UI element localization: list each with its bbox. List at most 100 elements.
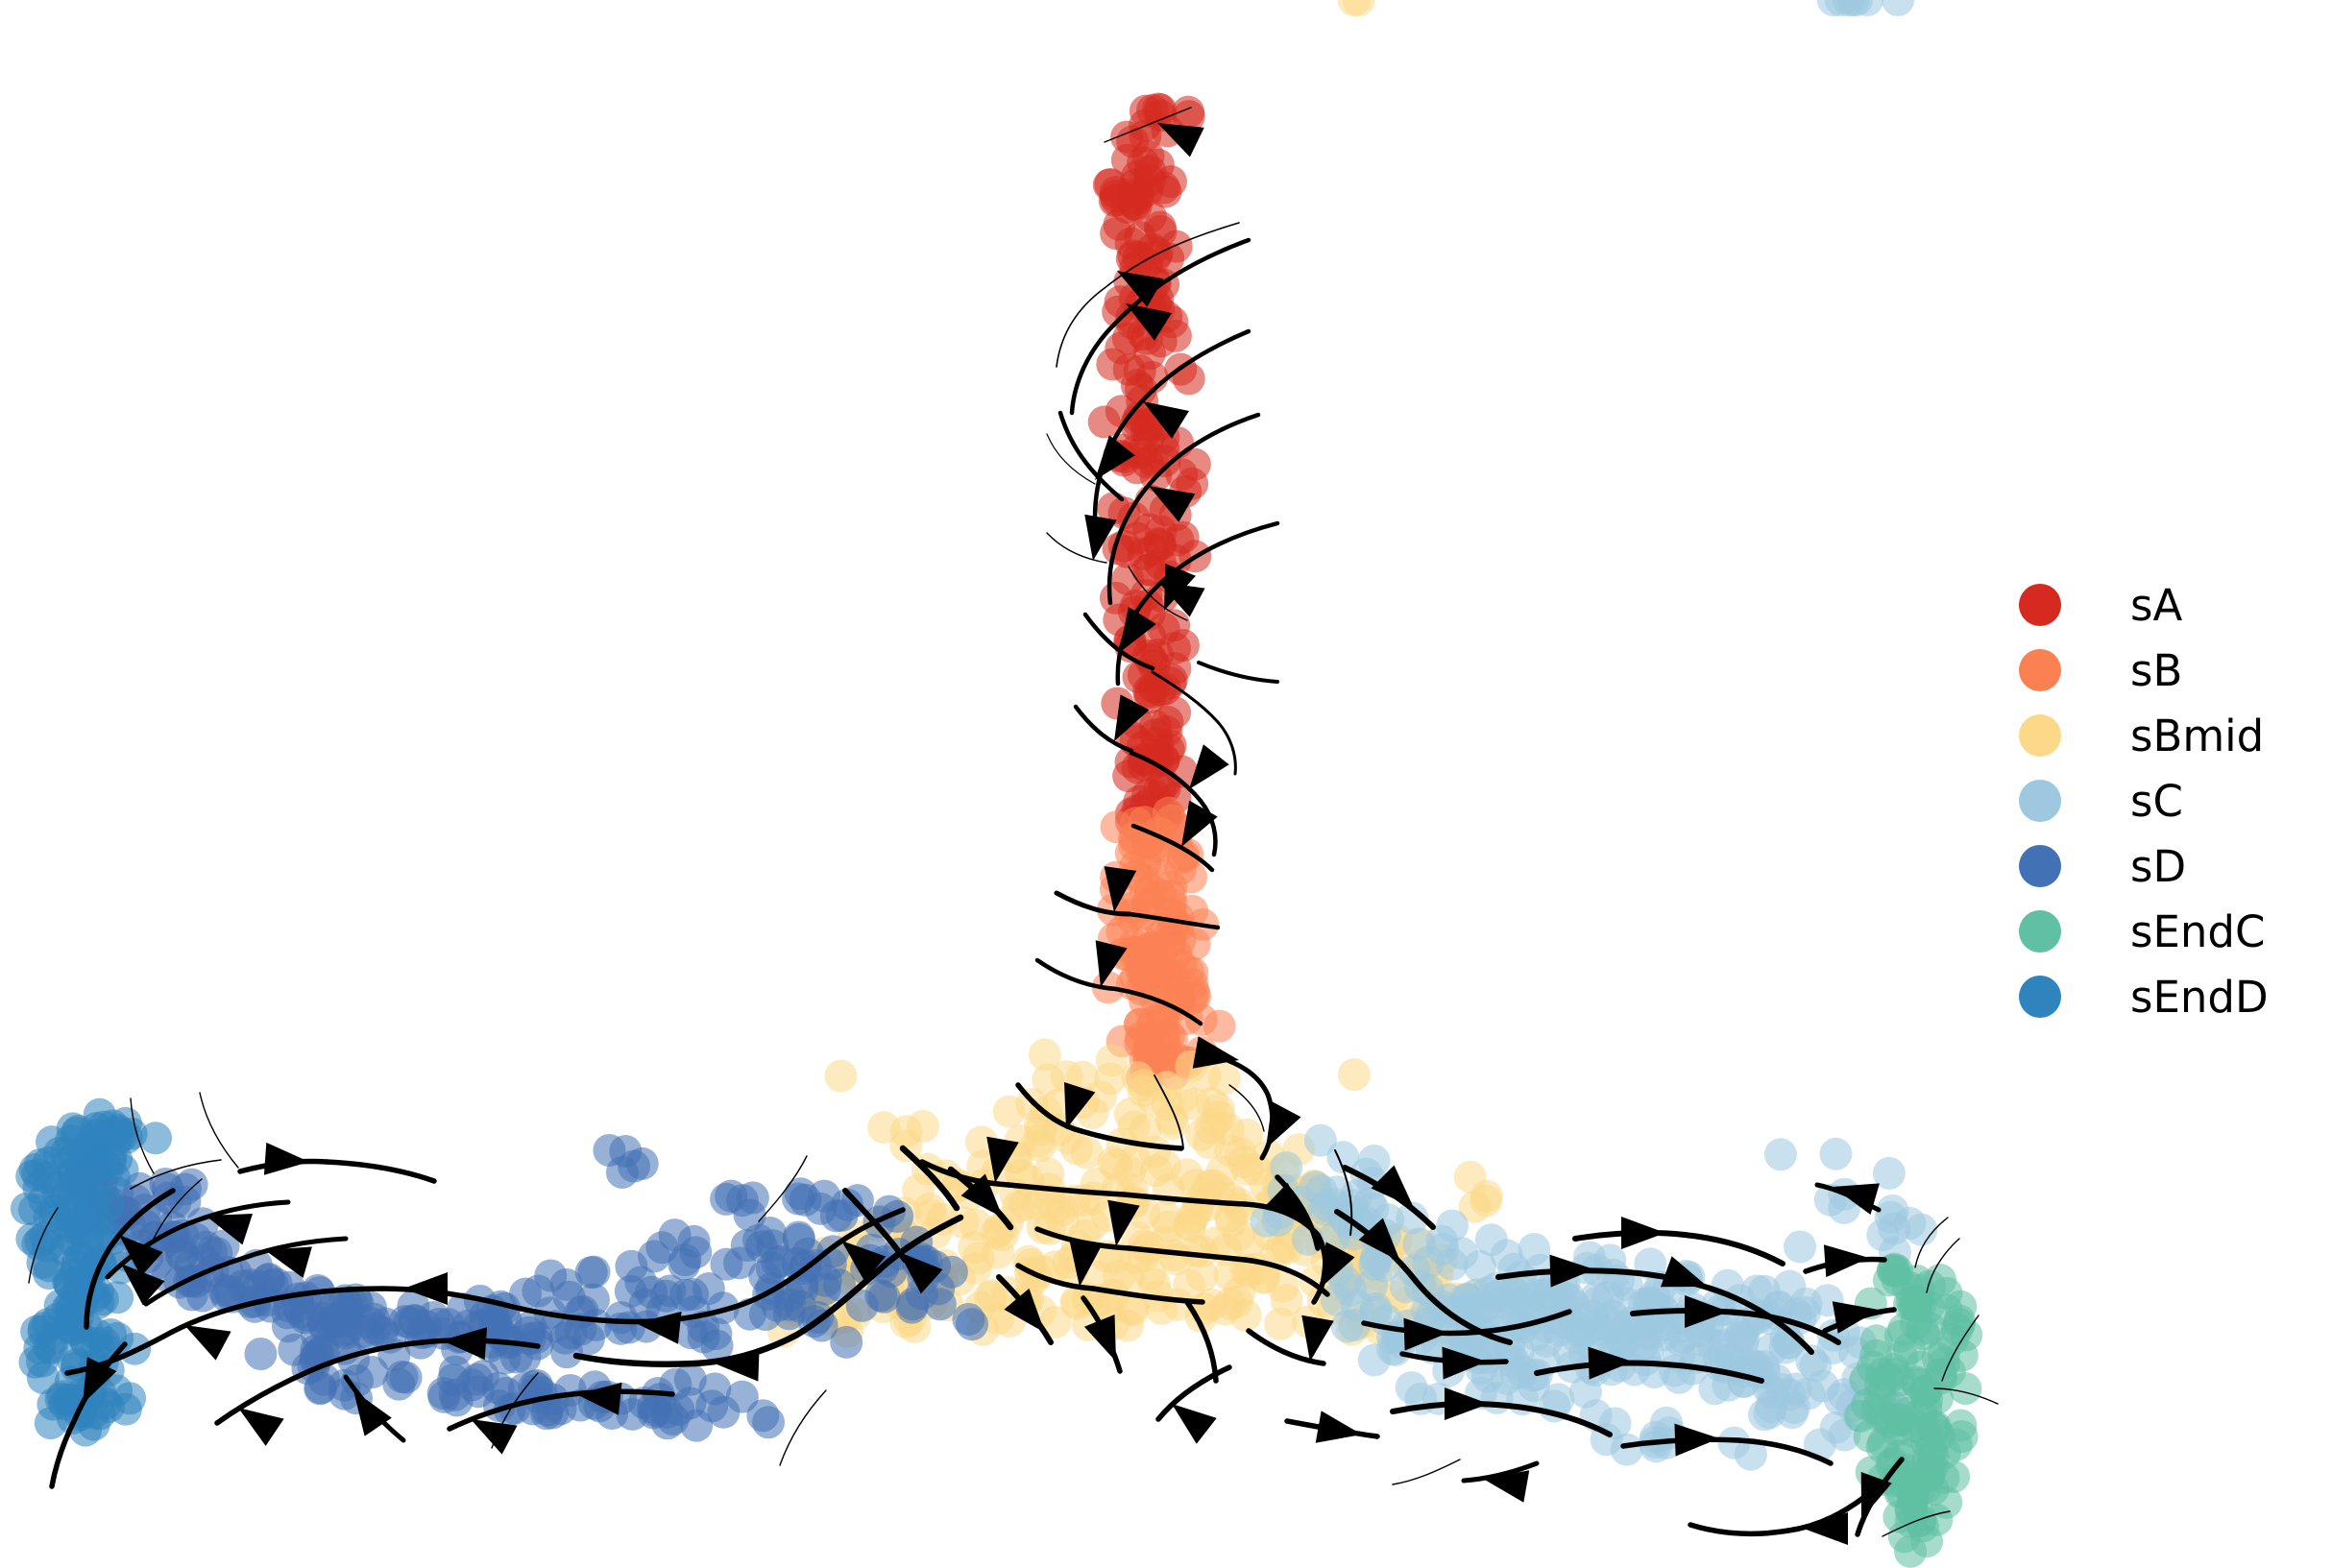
data-point xyxy=(1648,1318,1682,1352)
data-point xyxy=(64,1214,98,1247)
data-point xyxy=(1129,1113,1162,1146)
data-point xyxy=(1178,979,1212,1013)
data-point xyxy=(1118,1144,1152,1177)
data-point xyxy=(867,1111,901,1145)
legend-dot-icon xyxy=(2019,649,2061,691)
data-point xyxy=(1116,1293,1150,1327)
streamline xyxy=(1197,661,1279,684)
velocity-arrowhead xyxy=(1143,401,1190,439)
data-point xyxy=(10,1192,43,1225)
streamline xyxy=(876,1214,964,1273)
data-point xyxy=(1095,1044,1129,1077)
velocity-arrowhead xyxy=(1119,606,1156,653)
velocity-arrowhead xyxy=(1107,1199,1140,1246)
streamline xyxy=(1034,957,1119,992)
data-point xyxy=(956,1308,989,1341)
data-point xyxy=(1117,936,1151,970)
legend-item-sD[interactable]: sD xyxy=(2013,833,2332,899)
data-point xyxy=(1412,1245,1445,1279)
data-point xyxy=(1337,1058,1371,1092)
data-point xyxy=(1112,760,1146,793)
velocity-arrowhead xyxy=(1588,1346,1633,1380)
streamline xyxy=(1046,532,1107,564)
data-point xyxy=(593,1134,626,1168)
velocity-arrowhead xyxy=(986,1136,1019,1183)
data-point xyxy=(981,1236,1014,1269)
legend-item-sC[interactable]: sC xyxy=(2013,768,2332,833)
data-point xyxy=(1925,1362,1958,1395)
data-point xyxy=(1127,1074,1160,1108)
legend-item-sEndD[interactable]: sEndD xyxy=(2013,964,2332,1029)
legend-item-sEndC[interactable]: sEndC xyxy=(2013,899,2332,964)
streamline xyxy=(1914,1217,1949,1268)
data-point xyxy=(509,1277,543,1311)
streamline xyxy=(899,1145,960,1212)
data-point xyxy=(271,1310,304,1343)
streamline xyxy=(1127,1245,1248,1263)
data-point xyxy=(1859,1339,1893,1372)
velocity-arrowhead xyxy=(263,1142,309,1175)
velocity-arrowhead xyxy=(1189,744,1229,789)
streamline xyxy=(1882,1510,1951,1537)
data-point xyxy=(1863,1379,1897,1412)
streamline xyxy=(1151,670,1237,776)
data-point xyxy=(1303,1123,1337,1157)
velocity-arrowhead xyxy=(119,1235,163,1277)
legend-item-sA[interactable]: sA xyxy=(2013,572,2332,638)
streamline xyxy=(1090,1286,1205,1305)
data-point xyxy=(1202,1009,1236,1043)
velocity-arrowhead xyxy=(1084,514,1117,561)
series-sEndC xyxy=(1844,1252,1983,1568)
streamline xyxy=(1046,433,1096,485)
streamline xyxy=(1334,1149,1353,1236)
legend-item-sBmid[interactable]: sBmid xyxy=(2013,703,2332,768)
data-point xyxy=(1330,1310,1364,1343)
velocity-arrowhead xyxy=(1172,1404,1217,1444)
legend-item-sB[interactable]: sB xyxy=(2013,638,2332,703)
data-point xyxy=(982,1302,1015,1336)
velocity-arrowhead xyxy=(238,1408,284,1446)
streamline xyxy=(130,1159,222,1190)
streamline xyxy=(64,1334,166,1376)
data-point xyxy=(1094,167,1128,201)
data-point xyxy=(1882,0,1915,16)
data-point xyxy=(1023,1129,1057,1163)
series-sEndD xyxy=(10,1098,173,1447)
data-point xyxy=(723,1246,757,1280)
velocity-arrowhead xyxy=(1685,1295,1729,1328)
data-point xyxy=(1747,1398,1781,1432)
data-point xyxy=(1133,1257,1167,1291)
streamline xyxy=(324,1159,437,1184)
velocity-arrowhead xyxy=(1192,1036,1239,1069)
velocity-arrowhead xyxy=(184,1325,231,1361)
data-point xyxy=(1883,1439,1916,1473)
velocity-arrowhead xyxy=(1265,1182,1308,1225)
data-point xyxy=(906,1109,939,1143)
data-point xyxy=(710,1182,743,1216)
data-point xyxy=(746,1399,780,1433)
streamline xyxy=(1465,1309,1572,1336)
streamline xyxy=(84,1245,112,1330)
streamline xyxy=(130,1098,155,1174)
legend-dot-icon xyxy=(2019,976,2061,1018)
velocity-arrowhead xyxy=(1084,1314,1116,1362)
legend-item-label: sA xyxy=(2130,579,2183,631)
data-point xyxy=(1011,1164,1045,1197)
streamline xyxy=(447,1393,560,1432)
velocity-arrowhead xyxy=(715,1348,760,1382)
data-point xyxy=(1410,1293,1444,1327)
data-point xyxy=(1649,1406,1683,1439)
data-point xyxy=(1530,1324,1564,1358)
velocity-arrowhead xyxy=(1371,1165,1414,1208)
data-point xyxy=(1474,1223,1508,1257)
data-point xyxy=(353,1291,387,1324)
data-point xyxy=(946,1205,980,1239)
data-point xyxy=(1195,1086,1228,1120)
streamline xyxy=(1649,1361,1764,1384)
data-point xyxy=(1185,1259,1219,1292)
velocity-arrowhead xyxy=(1621,1217,1665,1249)
legend-dot-icon xyxy=(2019,780,2061,822)
data-point xyxy=(1176,1201,1209,1235)
velocity-arrowhead xyxy=(1320,1242,1355,1289)
